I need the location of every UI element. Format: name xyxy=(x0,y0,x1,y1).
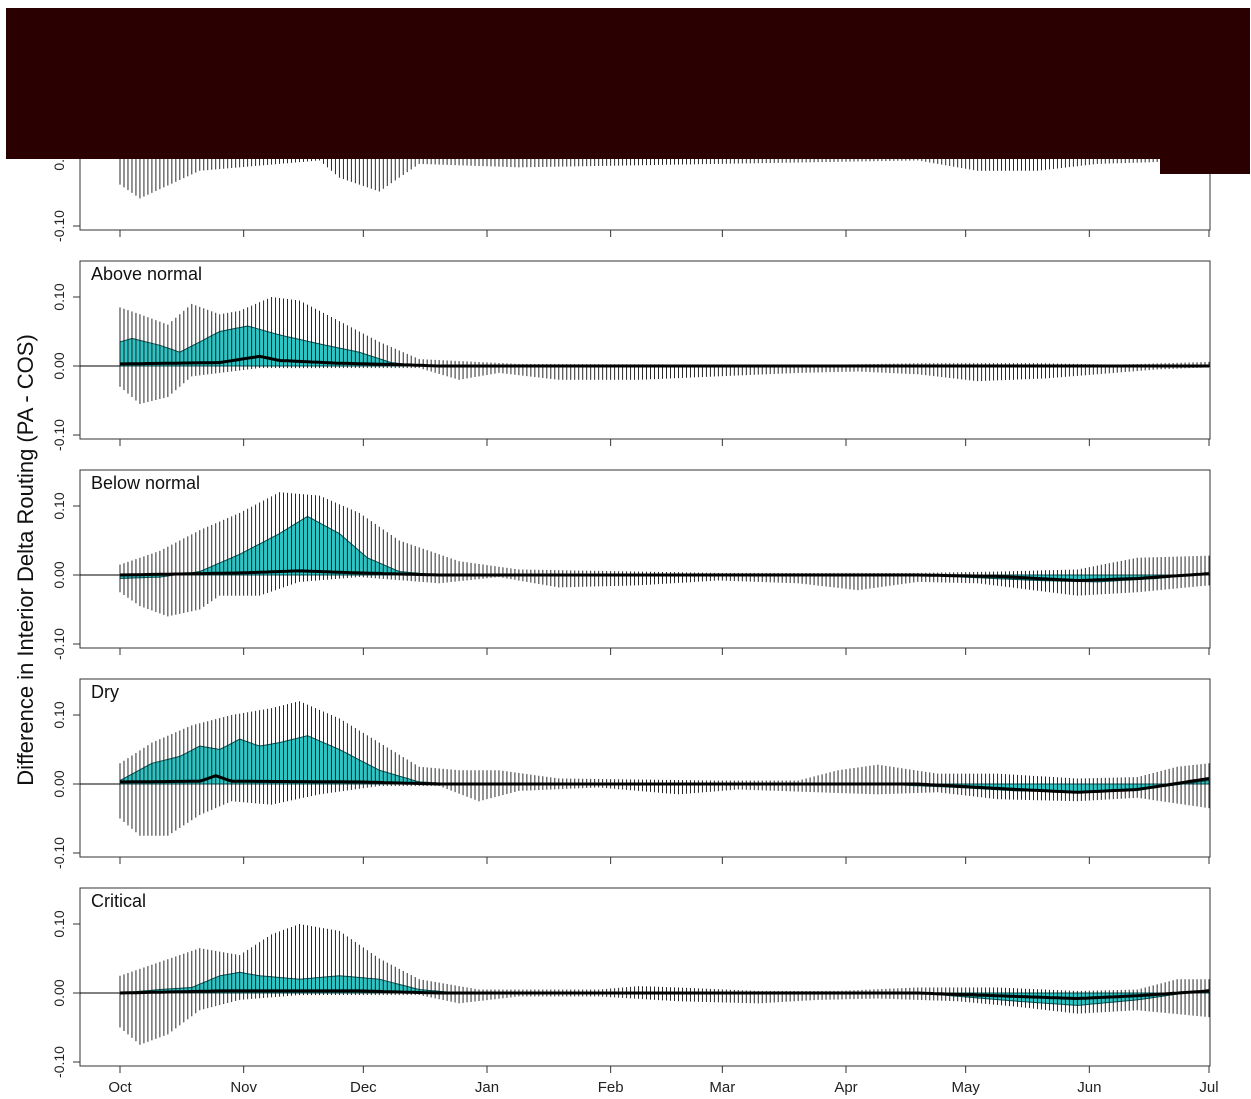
y-axis-label: Difference in Interior Delta Routing (PA… xyxy=(13,334,38,786)
y-tick-label: 0.10 xyxy=(51,910,67,937)
x-tick-label: Dec xyxy=(350,1079,377,1096)
y-tick-label: 0.00 xyxy=(51,979,67,1006)
panel-label: Below normal xyxy=(91,473,200,493)
panel-frame xyxy=(79,260,1211,440)
y-tick-label: 0.00 xyxy=(51,770,67,797)
panel-4: -0.10 0.00 0.10 Dry xyxy=(51,678,1211,869)
panel-frame xyxy=(79,887,1211,1067)
y-tick-label: -0.10 xyxy=(51,1046,67,1078)
median-line xyxy=(120,774,1210,794)
occluded-region-right xyxy=(1160,150,1250,174)
y-tick-label: 0.10 xyxy=(51,283,67,310)
y-tick-label: -0.10 xyxy=(51,628,67,660)
median-line xyxy=(119,989,1210,1001)
y-tick-label: -0.10 xyxy=(51,419,67,451)
x-tick-label: Mar xyxy=(709,1079,735,1096)
x-tick-label: Jan xyxy=(475,1079,499,1096)
y-tick-label: 0.10 xyxy=(51,492,67,519)
x-tick-label: May xyxy=(951,1079,980,1096)
median-line xyxy=(120,354,1209,368)
panel-5: -0.10 0.00 0.10 Critical xyxy=(51,887,1211,1078)
y-tick-label: 0.10 xyxy=(51,701,67,728)
x-tick-label: Jul xyxy=(1199,1079,1218,1096)
occluded-region xyxy=(6,8,1250,159)
panel-3: -0.10 0.00 0.10 Below normal xyxy=(51,469,1211,660)
whiskers xyxy=(119,924,1210,1045)
x-tick-label: Apr xyxy=(834,1079,857,1096)
y-tick-label: -0.10 xyxy=(51,210,67,242)
median-line xyxy=(119,569,1210,583)
panel-label: Critical xyxy=(91,891,146,911)
panel-2: -0.10 0.00 0.10 Above normal xyxy=(51,260,1211,451)
panel-label: Dry xyxy=(91,682,119,702)
whiskers xyxy=(119,701,1210,836)
x-tick-label: Nov xyxy=(230,1079,257,1096)
panel-label: Above normal xyxy=(91,264,202,284)
whiskers xyxy=(119,492,1210,617)
y-tick-label: 0.00 xyxy=(51,561,67,588)
whiskers xyxy=(119,297,1210,404)
x-tick-label: Feb xyxy=(598,1079,624,1096)
panel-frame xyxy=(79,678,1211,858)
y-tick-label: -0.10 xyxy=(51,837,67,869)
x-tick-label: Jun xyxy=(1077,1079,1101,1096)
panel-frame xyxy=(79,469,1211,649)
x-tick-label: Oct xyxy=(108,1079,132,1096)
y-tick-label: 0.00 xyxy=(51,352,67,379)
